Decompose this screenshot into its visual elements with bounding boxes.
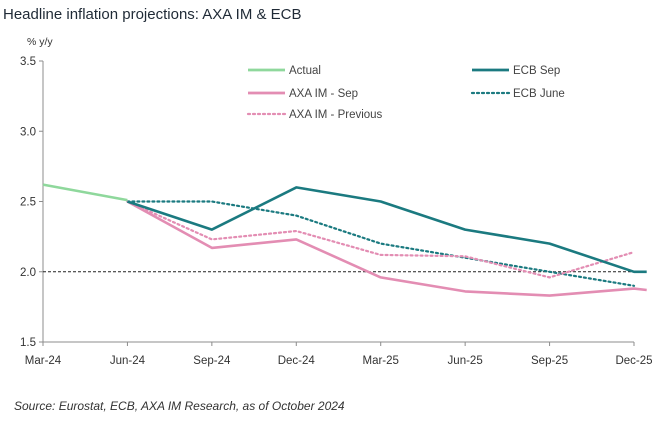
x-tick-label: Dec-25 [615,355,652,367]
y-tick-label: 3.5 [20,56,36,68]
legend-label-ecb-june: ECB June [513,88,565,100]
y-tick-label: 2.0 [20,267,36,279]
y-tick-label: 3.0 [20,126,36,138]
legend-label-axa-im-sep: AXA IM - Sep [289,88,358,100]
legend-label-actual: Actual [289,65,321,77]
y-tick-label: 1.5 [20,337,36,349]
legend-label-axa-im-previous: AXA IM - Previous [289,109,383,121]
chart-title: Headline inflation projections: AXA IM &… [3,6,302,23]
series-line-axa-im-sep [126,200,647,297]
x-tick-label: Dec-24 [278,355,316,367]
x-tick-label: Sep-24 [193,355,231,367]
series-line-ecb-june [126,200,636,287]
chart-legend: Actual ECB Sep AXA IM - Sep ECB June AXA IM … [246,65,565,121]
series-line-axa-im-previous [126,200,636,279]
chart-axes: 1.5 2.0 2.5 3.0 3.5 % y/y Mar-24 Jun-24 Sep-24 De… [20,36,653,367]
y-axis-label: % y/y [27,36,53,48]
series-line-ecb-sep [126,186,647,274]
y-tick-label: 2.5 [20,197,36,209]
source-note: Source: Eurostat, ECB, AXA IM Research, … [14,399,345,413]
x-tick-label: Jun-24 [110,355,146,367]
x-tick-label: Mar-25 [362,355,398,367]
x-tick-label: Mar-24 [25,355,62,367]
x-tick-label: Sep-25 [531,355,568,367]
legend-label-ecb-sep: ECB Sep [513,65,560,77]
series-line-actual [42,183,128,202]
chart-series [42,183,647,297]
x-tick-label: Jun-25 [448,355,483,367]
